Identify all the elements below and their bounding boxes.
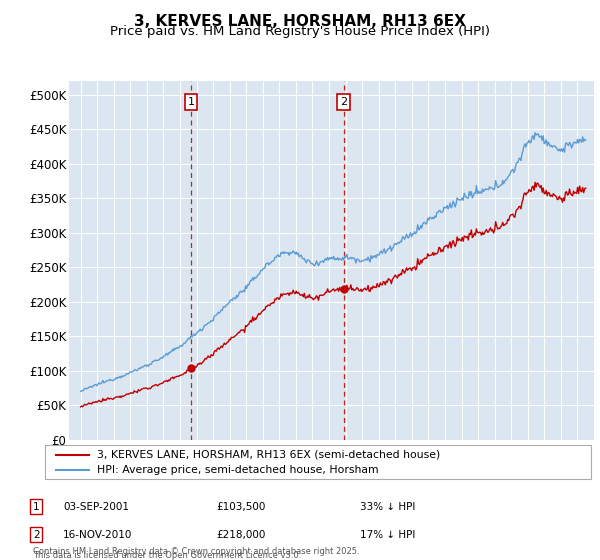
Text: 2: 2 [340,97,347,107]
Text: 16-NOV-2010: 16-NOV-2010 [63,530,133,540]
Text: HPI: Average price, semi-detached house, Horsham: HPI: Average price, semi-detached house,… [97,465,379,475]
Text: Contains HM Land Registry data © Crown copyright and database right 2025.: Contains HM Land Registry data © Crown c… [33,547,359,556]
Text: £103,500: £103,500 [216,502,265,512]
Text: Price paid vs. HM Land Registry's House Price Index (HPI): Price paid vs. HM Land Registry's House … [110,25,490,38]
Text: 1: 1 [188,97,194,107]
Text: 33% ↓ HPI: 33% ↓ HPI [360,502,415,512]
Text: This data is licensed under the Open Government Licence v3.0.: This data is licensed under the Open Gov… [33,551,301,560]
Text: £218,000: £218,000 [216,530,265,540]
Text: 2: 2 [33,530,40,540]
Text: 1: 1 [33,502,40,512]
Text: 17% ↓ HPI: 17% ↓ HPI [360,530,415,540]
Text: 3, KERVES LANE, HORSHAM, RH13 6EX (semi-detached house): 3, KERVES LANE, HORSHAM, RH13 6EX (semi-… [97,450,440,460]
Text: 3, KERVES LANE, HORSHAM, RH13 6EX: 3, KERVES LANE, HORSHAM, RH13 6EX [134,14,466,29]
FancyBboxPatch shape [45,445,591,479]
Text: 03-SEP-2001: 03-SEP-2001 [63,502,129,512]
